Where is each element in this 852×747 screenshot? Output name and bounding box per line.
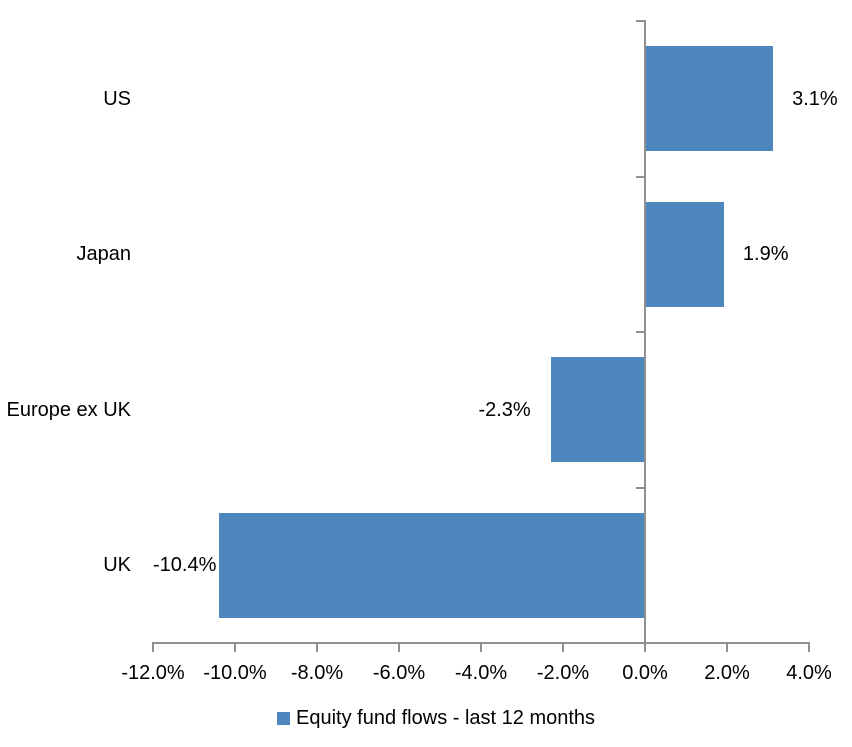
x-axis-tick: [562, 643, 564, 652]
x-axis-tick: [644, 643, 646, 652]
category-axis-tick: [636, 175, 644, 178]
category-label: Europe ex UK: [6, 398, 131, 421]
category-label: UK: [103, 554, 131, 577]
category-axis-line: [644, 20, 646, 644]
x-axis-tick: [234, 643, 236, 652]
legend-series-label: Equity fund flows - last 12 months: [296, 707, 596, 729]
legend: Equity fund flows - last 12 months: [277, 705, 595, 731]
category-label: US: [103, 87, 131, 110]
x-tick-label: 2.0%: [704, 662, 750, 684]
value-label: -10.4%: [153, 554, 217, 577]
x-tick-label: -2.0%: [536, 662, 590, 684]
x-axis-tick: [316, 643, 318, 652]
bar-europe-ex-uk: [550, 357, 644, 463]
x-axis-tick: [808, 643, 810, 652]
category-axis-tick: [636, 20, 644, 22]
x-axis-tick: [726, 643, 728, 652]
x-tick-label: -10.0%: [203, 662, 267, 684]
legend-color-swatch: [277, 711, 290, 725]
category-axis-tick: [636, 642, 644, 644]
bar-japan: [646, 201, 724, 307]
value-label: 1.9%: [742, 243, 789, 266]
category-axis-tick: [636, 331, 644, 333]
x-tick-label: 4.0%: [786, 662, 832, 684]
bar-us: [646, 46, 774, 152]
bar-uk: [218, 512, 644, 618]
value-label: -2.3%: [478, 398, 531, 421]
x-tick-label: -8.0%: [290, 662, 344, 684]
value-label: 3.1%: [792, 87, 838, 110]
x-axis-tick: [398, 643, 400, 652]
x-tick-label: -6.0%: [372, 662, 426, 684]
category-label: Japan: [76, 243, 132, 266]
x-axis-tick: [480, 643, 482, 652]
category-axis-tick: [636, 486, 644, 489]
x-axis-tick: [152, 643, 154, 652]
x-tick-label: -4.0%: [454, 662, 508, 684]
x-tick-label: 0.0%: [622, 662, 668, 684]
x-tick-label: -12.0%: [121, 662, 185, 684]
